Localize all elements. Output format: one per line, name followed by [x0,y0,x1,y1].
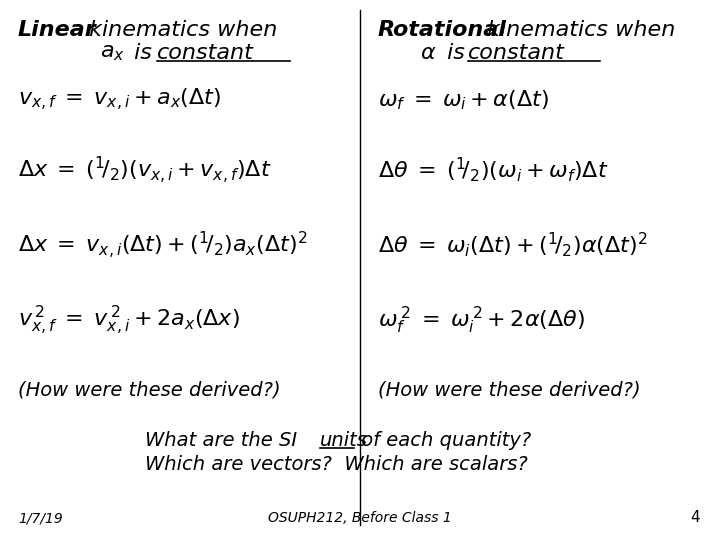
Text: kinematics when: kinematics when [82,20,277,40]
Text: $\Delta\theta \;=\; (^1\!/_2)(\omega_i + \omega_f)\Delta t$: $\Delta\theta \;=\; (^1\!/_2)(\omega_i +… [378,156,608,184]
Text: $\Delta\theta \;=\; \omega_i(\Delta t) + (^1\!/_2)\alpha(\Delta t)^2$: $\Delta\theta \;=\; \omega_i(\Delta t) +… [378,231,647,259]
Text: 4: 4 [690,510,700,525]
Text: Linear: Linear [18,20,96,40]
Text: is: is [440,43,472,63]
Text: $\alpha$: $\alpha$ [420,43,436,63]
Text: Which are vectors?  Which are scalars?: Which are vectors? Which are scalars? [145,456,528,475]
Text: OSUPH212, Before Class 1: OSUPH212, Before Class 1 [268,511,452,525]
Text: What are the SI: What are the SI [145,430,303,449]
Text: $\Delta x \;=\; v_{x,i}(\Delta t) + (^1\!/_2)a_x(\Delta t)^2$: $\Delta x \;=\; v_{x,i}(\Delta t) + (^1\… [18,230,307,261]
Text: $v_{x,f} \;=\; v_{x,i} + a_x(\Delta t)$: $v_{x,f} \;=\; v_{x,i} + a_x(\Delta t)$ [18,87,221,113]
Text: (How were these derived?): (How were these derived?) [18,381,281,400]
Text: constant: constant [468,43,565,63]
Text: $\Delta x \;=\; (^1\!/_2)(v_{x,i} + v_{x,f})\Delta t$: $\Delta x \;=\; (^1\!/_2)(v_{x,i} + v_{x… [18,154,271,186]
Text: $a_x$: $a_x$ [100,43,125,63]
Text: is: is [127,43,159,63]
Text: of each quantity?: of each quantity? [355,430,531,449]
Text: 1/7/19: 1/7/19 [18,511,63,525]
Text: $\omega_f^{\,2} \;=\; \omega_i^{\,2} + 2\alpha(\Delta\theta)$: $\omega_f^{\,2} \;=\; \omega_i^{\,2} + 2… [378,305,585,335]
Text: kinematics when: kinematics when [480,20,675,40]
Text: Rotational: Rotational [378,20,507,40]
Text: (How were these derived?): (How were these derived?) [378,381,641,400]
Text: units: units [320,430,368,449]
Text: $\omega_f \;=\; \omega_i + \alpha(\Delta t)$: $\omega_f \;=\; \omega_i + \alpha(\Delta… [378,88,549,112]
Text: $v_{x,f}^{\,2} \;=\; v_{x,i}^{\,2} + 2a_x(\Delta x)$: $v_{x,f}^{\,2} \;=\; v_{x,i}^{\,2} + 2a_… [18,303,240,337]
Text: constant: constant [157,43,254,63]
